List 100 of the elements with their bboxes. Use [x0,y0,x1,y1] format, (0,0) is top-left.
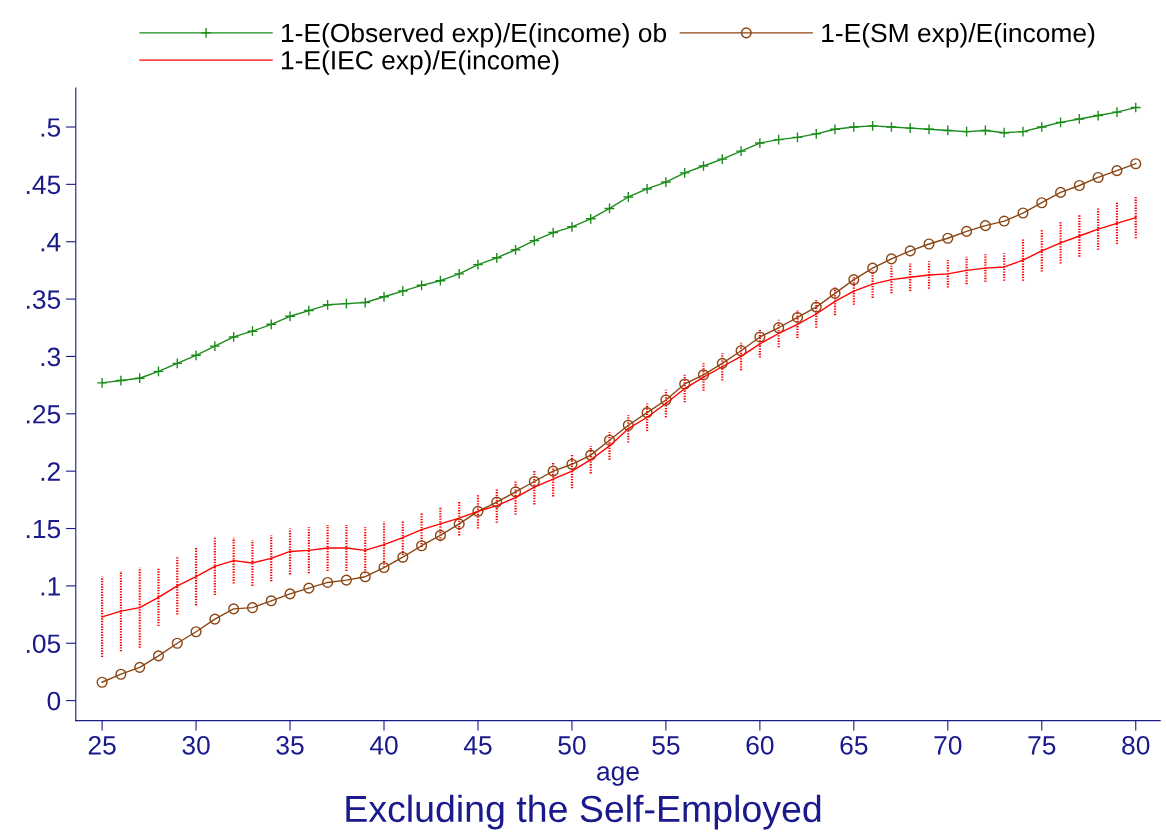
point [904,245,916,257]
point [697,369,710,381]
y-tick-label: .2 [41,462,60,481]
point [697,160,710,172]
point [641,407,653,419]
legend-label: 1-E(SM exp)/E(income) [822,22,1095,48]
point [791,131,804,143]
point [115,374,127,387]
point [453,518,465,530]
point [246,325,259,337]
point [134,661,146,673]
point [416,279,428,291]
point [979,220,991,232]
point [848,274,860,286]
point [359,571,371,583]
point [566,221,578,233]
point [491,496,503,508]
point [641,183,653,195]
point [942,124,954,136]
y-tick-label: .35 [26,290,61,309]
point [434,275,446,287]
point [679,167,691,179]
point [660,176,672,188]
point [585,449,597,461]
point [1017,126,1029,138]
point [1055,186,1067,198]
point [1092,171,1104,184]
point [1092,109,1104,122]
point [810,301,822,313]
point [810,128,822,140]
y-tick-label: .45 [26,175,61,195]
y-tick-label: .25 [26,404,61,424]
point [547,226,559,239]
y-tick-label: .3 [41,347,61,367]
point [773,322,785,334]
x-tick-label: 75 [1028,736,1056,755]
point [754,331,766,343]
point [96,676,108,688]
point [190,626,202,638]
point [152,365,165,377]
point [547,465,559,477]
point [228,331,240,343]
point [265,595,277,607]
x-tick-label: 65 [840,735,868,755]
x-tick-label: 55 [652,736,680,755]
point [397,551,409,563]
point [885,121,897,133]
point [754,137,766,149]
point [679,378,691,390]
point [209,613,221,625]
point [735,145,747,157]
point [528,235,540,247]
point [509,486,522,498]
point [1036,121,1048,133]
point [1055,116,1067,128]
point [660,394,672,406]
point [340,574,352,586]
point [509,244,522,256]
point [322,576,334,588]
point [773,134,785,146]
point [152,650,165,662]
point [190,349,202,361]
text: Excluding the Self-Employed [346,794,821,830]
point [961,126,973,138]
point [979,124,991,136]
point [923,238,935,250]
point [1130,158,1142,170]
point [942,232,954,244]
point [1073,113,1085,125]
x-tick-label: 80 [1122,735,1150,755]
point [434,529,446,541]
point [829,123,841,135]
point [829,287,841,299]
legend-label: 1-E(IEC exp)/E(income) [281,50,559,75]
point [115,668,127,680]
point [885,253,897,265]
x-axis-title: age [597,766,639,786]
point [303,304,315,317]
point [96,377,108,389]
y-tick-label: .1 [41,577,60,596]
point [284,588,296,600]
point [1111,106,1123,118]
point [716,153,728,165]
point [209,340,221,352]
point [1036,197,1048,209]
point [472,259,484,271]
y-tick-label: .4 [41,233,61,252]
x-tick-label: 40 [369,735,398,755]
point [1111,165,1123,177]
point [397,285,409,297]
point [453,268,465,280]
point [472,505,484,517]
point [867,262,879,274]
point [1130,101,1142,114]
point [735,345,747,357]
point [1017,207,1029,219]
point [622,191,634,203]
point [566,458,578,470]
y-tick-label: .5 [41,118,61,137]
point [246,602,259,614]
